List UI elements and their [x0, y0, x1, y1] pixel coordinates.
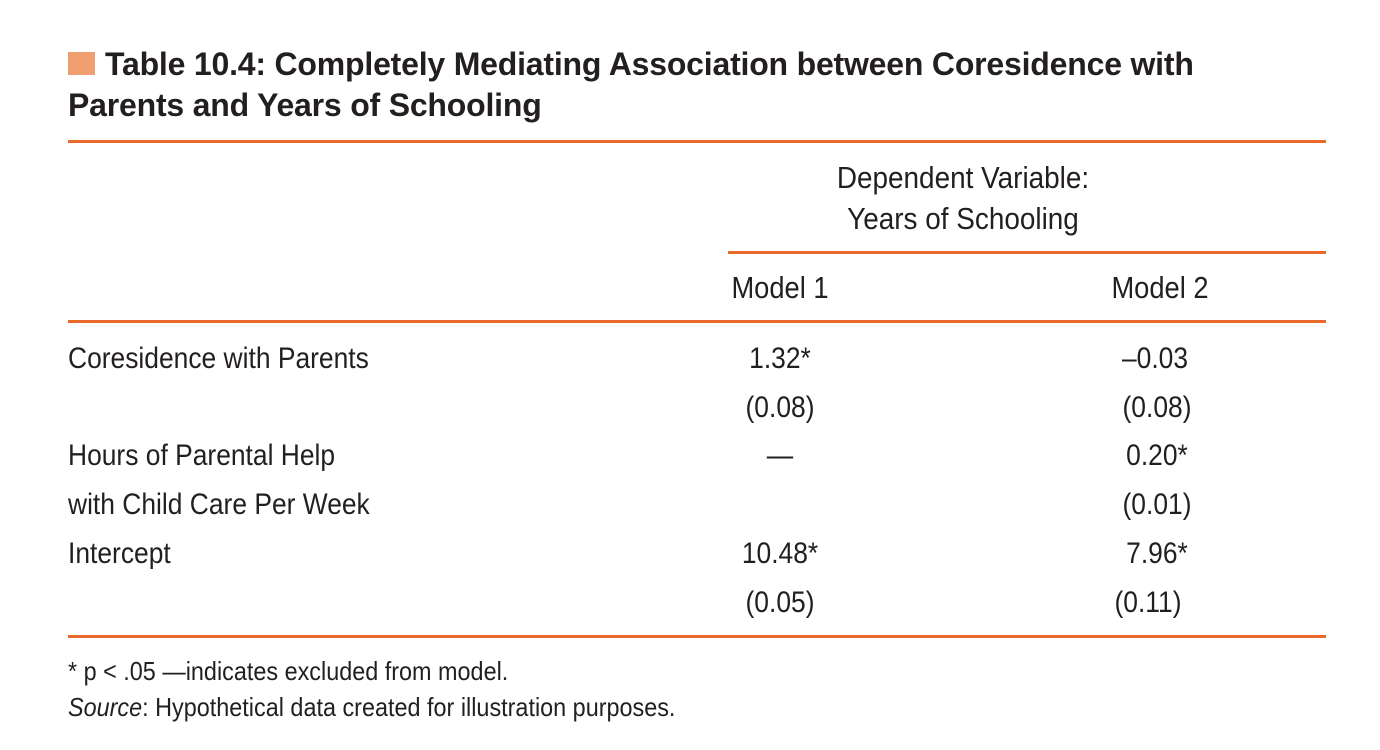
column-header-model2: Model 2 [1111, 270, 1209, 305]
table-title: Table 10.4: Completely Mediating Associa… [68, 44, 1318, 126]
row-label-intercept: Intercept [68, 537, 171, 570]
cell-intercept-model2: 7.96* [1126, 537, 1188, 570]
cell-parental-help-model1: — [766, 439, 794, 472]
title-marker-square [68, 52, 95, 75]
cell-intercept-model1-se: (0.05) [745, 586, 815, 619]
dependent-variable-label-line2: Years of Schooling [847, 201, 1079, 236]
cell-parental-help-model2-se: (0.01) [1122, 488, 1192, 521]
cell-intercept-model2-se: (0.11) [1114, 586, 1182, 619]
column-header-model1: Model 1 [731, 270, 829, 305]
cell-coresidence-model2: –0.03 [1121, 342, 1189, 375]
table-title-text: Table 10.4: Completely Mediating Associa… [68, 46, 1194, 123]
dependent-variable-rule [728, 251, 1326, 254]
table-source-note: Source: Hypothetical data created for il… [68, 690, 675, 724]
cell-intercept-model1: 10.48* [741, 537, 819, 570]
row-label-parental-help-line2: with Child Care Per Week [68, 488, 370, 521]
source-text: : Hypothetical data created for illustra… [142, 692, 676, 722]
dependent-variable-label-line1: Dependent Variable: [836, 160, 1090, 195]
top-rule [68, 140, 1326, 143]
row-label-coresidence: Coresidence with Parents [68, 342, 369, 375]
row-label-parental-help-line1: Hours of Parental Help [68, 439, 336, 472]
cell-parental-help-model2: 0.20* [1126, 439, 1188, 472]
bottom-rule [68, 635, 1326, 638]
table-footnote: * p < .05 —indicates excluded from model… [68, 656, 509, 686]
header-rule [68, 320, 1326, 323]
source-label: Source [68, 692, 143, 722]
cell-coresidence-model1-se: (0.08) [745, 391, 815, 424]
cell-coresidence-model1: 1.32* [749, 342, 811, 375]
cell-coresidence-model2-se: (0.08) [1122, 391, 1192, 424]
